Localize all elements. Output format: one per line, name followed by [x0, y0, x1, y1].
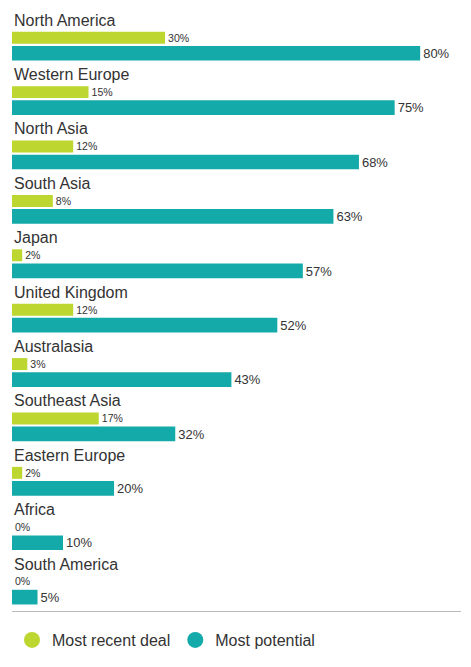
svg-text:Most potential: Most potential — [215, 632, 315, 649]
svg-text:12%: 12% — [76, 304, 97, 316]
svg-text:12%: 12% — [76, 140, 97, 152]
svg-text:43%: 43% — [234, 372, 260, 387]
svg-text:15%: 15% — [92, 86, 113, 98]
svg-text:80%: 80% — [423, 46, 449, 61]
svg-text:5%: 5% — [41, 590, 60, 605]
svg-text:32%: 32% — [178, 427, 204, 442]
svg-text:South Asia: South Asia — [14, 175, 91, 192]
svg-text:63%: 63% — [336, 209, 362, 224]
svg-text:3%: 3% — [30, 358, 45, 370]
svg-text:52%: 52% — [280, 318, 306, 333]
svg-text:Most recent deal: Most recent deal — [52, 632, 170, 649]
svg-text:Southeast Asia: Southeast Asia — [14, 392, 121, 409]
svg-text:10%: 10% — [66, 535, 92, 550]
svg-text:Japan: Japan — [14, 229, 58, 246]
svg-text:North America: North America — [14, 12, 115, 29]
svg-text:North Asia: North Asia — [14, 120, 88, 137]
svg-text:30%: 30% — [168, 32, 189, 44]
svg-text:Australasia: Australasia — [14, 338, 93, 355]
svg-text:2%: 2% — [25, 467, 40, 479]
svg-text:17%: 17% — [102, 412, 123, 424]
svg-text:2%: 2% — [25, 249, 40, 261]
svg-text:57%: 57% — [306, 264, 332, 279]
svg-text:Africa: Africa — [14, 501, 55, 518]
svg-text:Western Europe: Western Europe — [14, 66, 129, 83]
svg-text:Eastern Europe: Eastern Europe — [14, 447, 125, 464]
svg-text:68%: 68% — [362, 155, 388, 170]
svg-text:0%: 0% — [15, 521, 30, 533]
svg-text:0%: 0% — [15, 575, 30, 587]
svg-text:South America: South America — [14, 556, 118, 573]
svg-text:20%: 20% — [117, 481, 143, 496]
svg-text:8%: 8% — [56, 195, 71, 207]
svg-text:United Kingdom: United Kingdom — [14, 284, 128, 301]
svg-text:75%: 75% — [398, 100, 424, 115]
